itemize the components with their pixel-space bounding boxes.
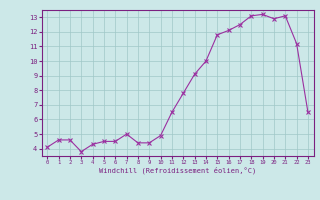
X-axis label: Windchill (Refroidissement éolien,°C): Windchill (Refroidissement éolien,°C) (99, 167, 256, 174)
